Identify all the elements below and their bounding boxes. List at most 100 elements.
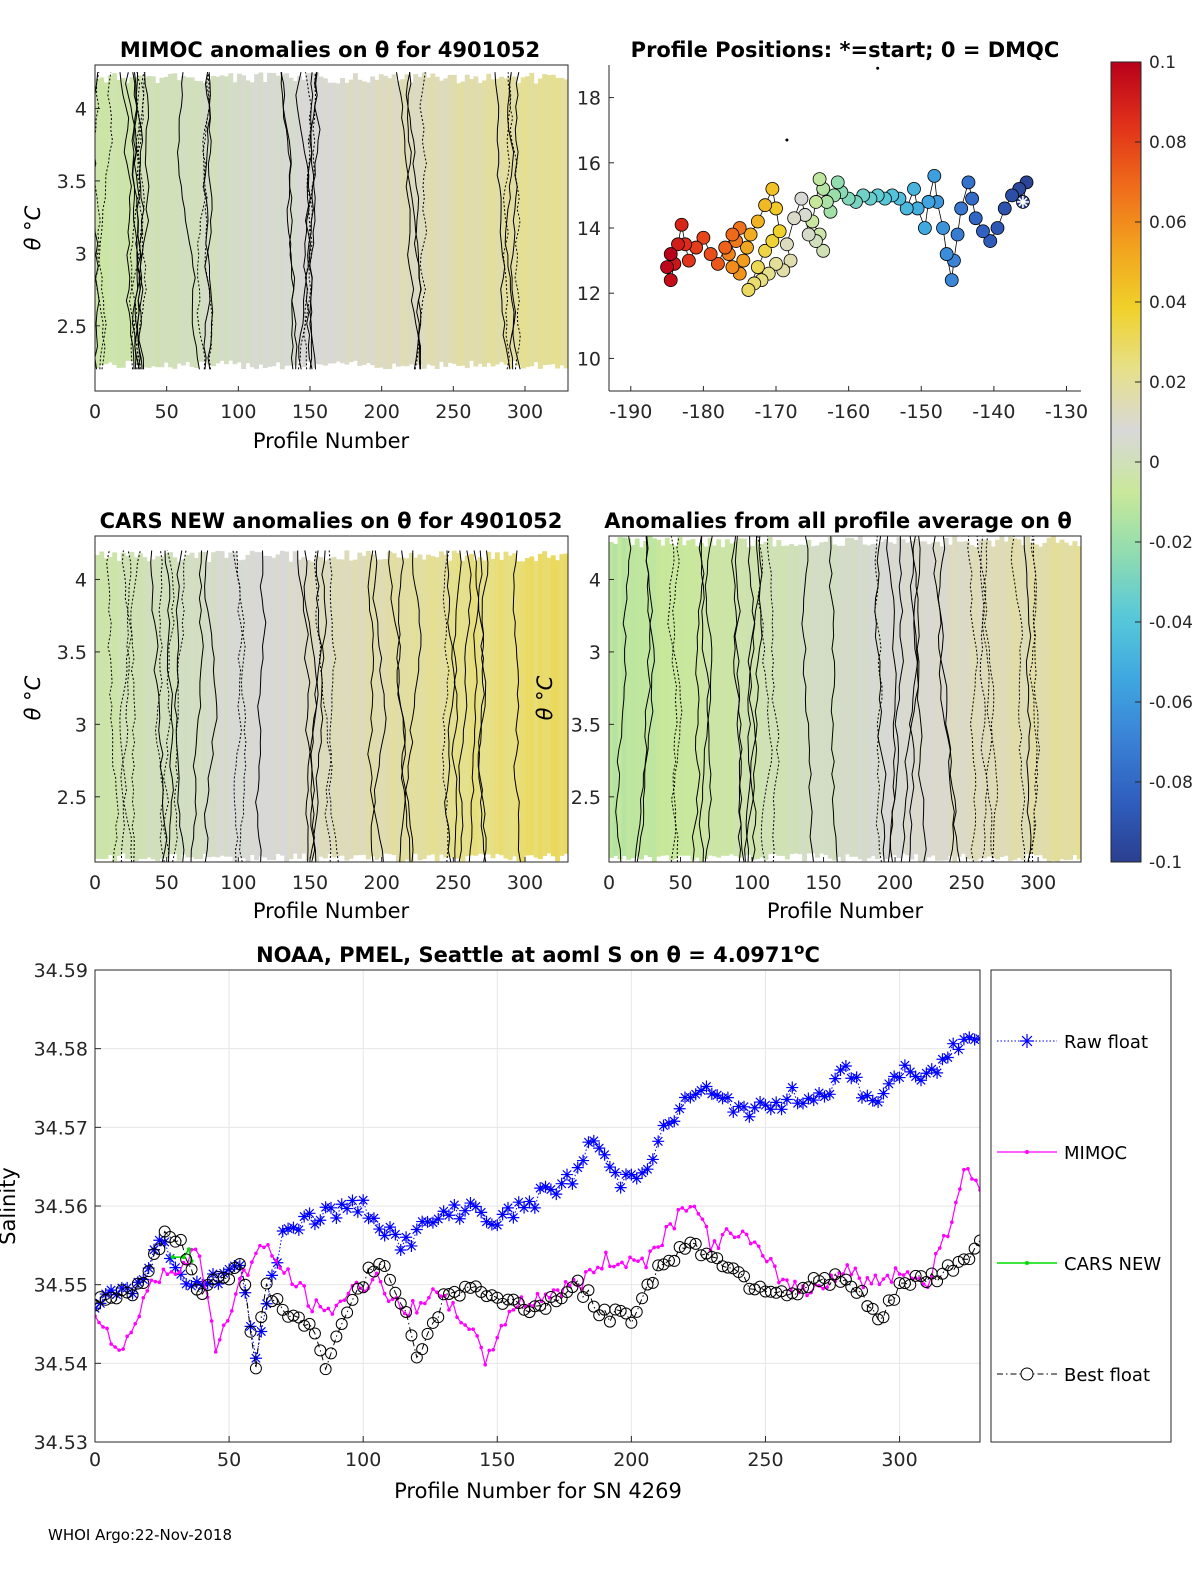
- heatmap-cell: [555, 77, 560, 369]
- raw-float-point: [512, 1196, 525, 1209]
- heatmap-cell: [836, 545, 842, 857]
- heatmap-cell: [550, 555, 556, 857]
- mimoc-point: [278, 1266, 282, 1270]
- raw-float-point: [721, 1091, 734, 1104]
- mimoc-point: [583, 1270, 588, 1274]
- best-float-point: [131, 1277, 144, 1290]
- heatmap-cell: [639, 547, 644, 860]
- heatmap-cell: [525, 76, 530, 368]
- raw-float-point: [502, 1201, 514, 1214]
- contour-line: [494, 72, 511, 370]
- contour-line: [615, 536, 632, 862]
- heatmap-cell: [327, 558, 333, 855]
- mimoc-point: [632, 1258, 636, 1262]
- best-float-point: [646, 1276, 659, 1289]
- mimoc-point: [499, 1323, 504, 1328]
- best-float-point: [389, 1286, 402, 1299]
- mimoc-point: [921, 1282, 926, 1286]
- profile-position-marker: [718, 240, 733, 255]
- best-float-point: [346, 1293, 359, 1306]
- mimoc-point: [266, 1243, 270, 1247]
- raw-float-point: [523, 1195, 536, 1208]
- heatmap-cell: [999, 536, 1005, 858]
- raw-float-point: [764, 1103, 777, 1116]
- mimoc-point: [113, 1345, 117, 1349]
- contour-line: [174, 550, 185, 862]
- heatmap-cell: [374, 79, 380, 368]
- mimoc-point: [616, 1262, 620, 1267]
- contour-line: [1010, 536, 1026, 862]
- raw-float-point: [829, 1072, 842, 1085]
- heatmap-cell: [301, 557, 307, 854]
- best-float-point: [249, 1362, 262, 1375]
- x-tick-label: 150: [292, 872, 328, 894]
- raw-float-point: [367, 1212, 380, 1225]
- raw-float-point: [582, 1136, 595, 1149]
- heatmap-cell: [660, 545, 666, 856]
- heatmap-cell: [353, 559, 358, 856]
- colorbar-tick-label: 0.1: [1149, 53, 1176, 73]
- raw-float-point: [754, 1096, 767, 1109]
- best-float-point: [721, 1261, 734, 1274]
- profile-position-marker: [816, 243, 831, 258]
- mimoc-point: [402, 1311, 407, 1316]
- heatmap-cell: [112, 552, 118, 861]
- heatmap-cell: [922, 541, 928, 862]
- raw-float-point: [695, 1084, 708, 1097]
- mimoc-point: [700, 1217, 705, 1221]
- heatmap-cell: [417, 554, 423, 861]
- raw-float-point: [528, 1201, 541, 1214]
- mimoc-point: [660, 1243, 665, 1248]
- best-float-point: [582, 1284, 595, 1297]
- legend-mimoc: MIMOC: [1064, 1143, 1127, 1164]
- mimoc-point: [427, 1295, 431, 1300]
- best-float-point: [416, 1343, 429, 1356]
- raw-float-point: [893, 1071, 906, 1084]
- heatmap-cell: [181, 76, 186, 366]
- heatmap-cell: [690, 539, 696, 861]
- y-tick-label: 3: [589, 642, 601, 664]
- allavg-anomaly-panel: Anomalies from all profile average on θ …: [533, 509, 1082, 923]
- heatmap-cell: [451, 74, 457, 364]
- heatmap-cell: [271, 72, 277, 367]
- contour-line: [324, 550, 337, 862]
- x-tick-label: -150: [900, 401, 943, 423]
- mimoc-point: [974, 1178, 978, 1183]
- heatmap-cell: [314, 72, 320, 365]
- raw-float-point: [443, 1209, 455, 1222]
- raw-float-point: [298, 1210, 311, 1223]
- raw-float-point: [866, 1094, 879, 1107]
- y-tick-label: 18: [577, 88, 601, 110]
- heatmap-cell: [353, 73, 358, 361]
- y-tick-label: 34.59: [34, 960, 88, 982]
- heatmap-cell: [935, 541, 940, 861]
- salinity-y-label: Salinity: [0, 1167, 20, 1245]
- heatmap-cell: [275, 554, 281, 854]
- x-tick-label: 100: [734, 872, 770, 894]
- best-float-point: [298, 1319, 311, 1332]
- contour-line: [504, 72, 521, 370]
- contour-line: [119, 550, 133, 862]
- x-tick-label: 0: [603, 872, 615, 894]
- x-tick-label: 50: [155, 872, 179, 894]
- heatmap-cell: [146, 76, 152, 368]
- best-float-point: [689, 1237, 702, 1250]
- mimoc-point: [704, 1224, 709, 1229]
- heatmap-cell: [249, 82, 255, 368]
- heatmap-cell: [125, 83, 130, 361]
- heatmap-cell: [1055, 542, 1061, 862]
- heatmap-cell: [482, 80, 487, 367]
- heatmap-cell: [490, 79, 496, 367]
- heatmap-cell: [254, 74, 259, 369]
- legend-symbols: [997, 1034, 1057, 1381]
- x-tick-label: 250: [948, 872, 984, 894]
- heatmap-cell: [254, 552, 259, 861]
- best-float-point: [292, 1311, 305, 1324]
- raw-float-point: [770, 1096, 783, 1109]
- salinity-title-unit: C: [804, 943, 819, 967]
- best-float-point: [115, 1284, 128, 1297]
- heatmap-cell: [669, 544, 674, 861]
- best-float-point: [308, 1327, 321, 1340]
- x-tick-label: 300: [881, 1449, 917, 1471]
- mimoc-point: [825, 1285, 829, 1290]
